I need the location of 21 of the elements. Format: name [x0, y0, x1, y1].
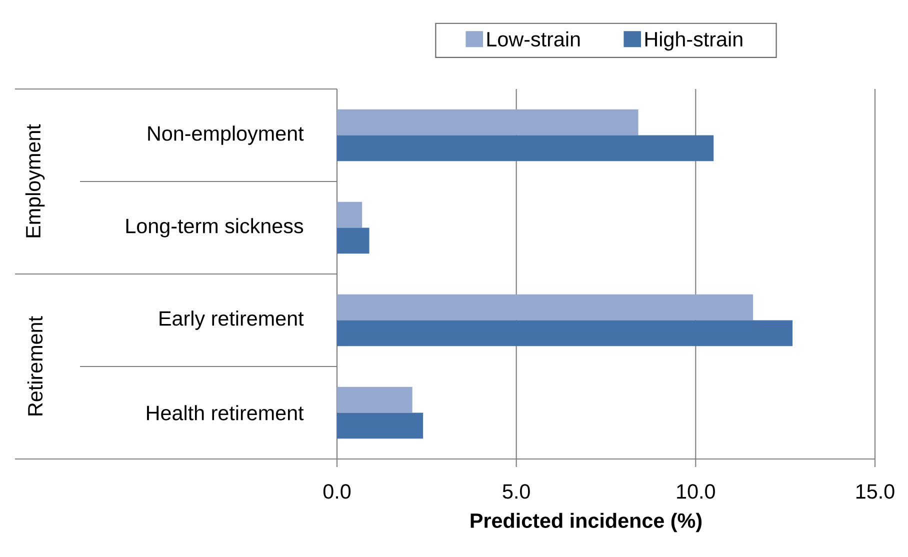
bar: [337, 202, 362, 228]
x-tick-label: 15.0: [856, 484, 894, 499]
bar: [337, 228, 370, 254]
legend-label: Low-strain: [487, 31, 580, 47]
legend-label: High-strain: [645, 31, 742, 51]
y-tick-label: Non-employment: [148, 126, 304, 145]
text: Employment: [25, 124, 45, 238]
bar: [337, 386, 412, 413]
bar: [337, 320, 792, 346]
x-axis-title: Predicted incidence (%): [470, 512, 702, 532]
x-tick-label: 0.0: [323, 484, 351, 499]
y-tick-label: Health retirement: [147, 405, 304, 420]
bar: [337, 135, 714, 162]
x-tick-label: 10.0: [677, 484, 715, 499]
bar: [337, 294, 754, 320]
text: Retirement: [27, 316, 43, 416]
bar: [337, 109, 638, 136]
y-tick-label: Long-term sickness: [126, 218, 304, 238]
bar: [337, 412, 424, 439]
x-tick-label: 5.0: [502, 484, 530, 499]
y-tick-label: Early retirement: [160, 310, 304, 330]
